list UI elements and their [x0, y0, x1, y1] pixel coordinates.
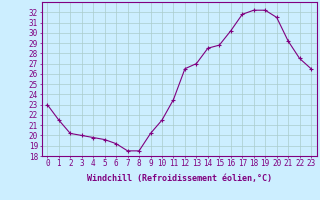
X-axis label: Windchill (Refroidissement éolien,°C): Windchill (Refroidissement éolien,°C) — [87, 174, 272, 183]
